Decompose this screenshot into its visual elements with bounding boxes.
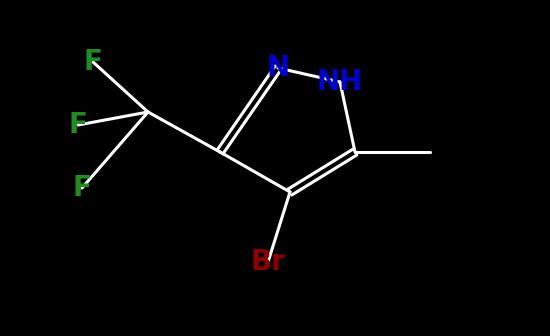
- Text: F: F: [69, 111, 87, 139]
- Text: F: F: [84, 48, 102, 76]
- Text: Br: Br: [251, 248, 285, 276]
- Text: NH: NH: [317, 68, 363, 96]
- Text: N: N: [266, 54, 289, 82]
- Text: F: F: [73, 174, 91, 202]
